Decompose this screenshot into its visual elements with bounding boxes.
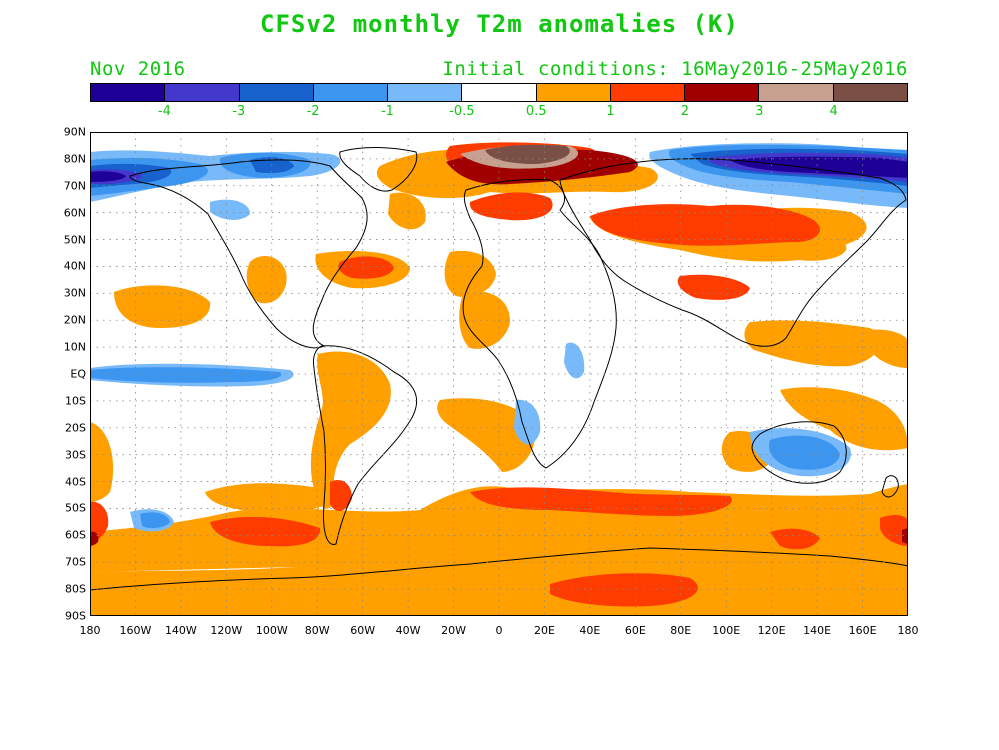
color-bar-label: 2 — [680, 104, 690, 119]
longitude-label: 140W — [164, 624, 197, 637]
color-bar — [90, 83, 908, 102]
longitude-label: 140E — [803, 624, 832, 637]
north-america-coastline — [129, 159, 368, 349]
map-frame — [90, 132, 908, 616]
longitude-label: 20E — [533, 624, 555, 637]
color-bar-label: -0.5 — [449, 104, 475, 119]
anomaly-shading — [90, 142, 908, 616]
initial-conditions: Initial conditions: 16May2016-25May2016 — [442, 58, 908, 80]
longitude-label: 20W — [441, 624, 466, 637]
new-zealand-coastline — [881, 475, 899, 498]
latitude-label: 50S — [65, 501, 86, 515]
longitude-label: 80W — [304, 624, 330, 637]
longitude-label: 40E — [579, 624, 601, 637]
color-bar-label: -1 — [380, 104, 394, 119]
map-title: CFSv2 monthly T2m anomalies (K) — [260, 10, 739, 38]
coastlines — [90, 147, 908, 591]
longitude-label: 180 — [79, 624, 101, 637]
color-bar-label: 0.5 — [525, 104, 547, 119]
latitude-label: 20N — [63, 313, 86, 327]
color-bar-cell — [91, 84, 166, 101]
latitude-label: 80S — [65, 582, 86, 596]
longitude-label: 60W — [350, 624, 376, 637]
color-bar-cell — [388, 84, 463, 101]
longitude-label: 40W — [395, 624, 421, 637]
color-bar-cell — [759, 84, 834, 101]
longitude-label: 80E — [670, 624, 692, 637]
latitude-label: 90N — [63, 125, 86, 139]
color-bar-cell — [165, 84, 240, 101]
longitude-label: 100W — [255, 624, 288, 637]
latitude-label: 20S — [65, 421, 86, 435]
longitude-label: 120W — [210, 624, 243, 637]
latitude-label: 40N — [63, 259, 86, 273]
latitude-label: 60N — [63, 206, 86, 220]
latitude-label: 40S — [65, 475, 86, 489]
south-america-coastline — [313, 345, 417, 545]
cold-lt4-areas — [90, 156, 908, 182]
latitude-label: 10N — [63, 340, 86, 354]
latitude-label: 30S — [65, 448, 86, 462]
australia-coastline — [751, 421, 847, 484]
color-bar-cell — [685, 84, 760, 101]
africa-europe-coastline — [462, 179, 617, 469]
asia-coastline — [559, 158, 907, 347]
greenland-coastline — [339, 147, 418, 192]
longitude-label: 60E — [624, 624, 646, 637]
antarctica-coastline — [90, 547, 908, 591]
longitude-label: 160E — [848, 624, 877, 637]
latitude-label: 30N — [63, 286, 86, 300]
color-bar-cell — [313, 84, 389, 101]
longitude-label: 120E — [757, 624, 786, 637]
longitude-label: 100E — [712, 624, 741, 637]
color-bar-cell — [462, 84, 537, 101]
latitude-label: 60S — [65, 528, 86, 542]
color-bar-label: -4 — [157, 104, 171, 119]
color-bar-label: -3 — [232, 104, 246, 119]
color-bar-label: 3 — [755, 104, 764, 119]
latitude-label: EQ — [70, 367, 86, 381]
anomaly-map — [90, 132, 908, 616]
latitude-label: 80N — [63, 152, 86, 166]
latitude-label: 90S — [65, 609, 86, 623]
longitude-label: 160W — [119, 624, 152, 637]
color-bar-label: 4 — [829, 104, 838, 119]
lat-lon-grid — [90, 132, 908, 616]
color-bar-label: 1 — [606, 104, 615, 119]
color-bar-cell — [610, 84, 686, 101]
latitude-label: 70N — [63, 179, 86, 193]
latitude-label: 70S — [65, 555, 86, 569]
latitude-label: 50N — [63, 233, 86, 247]
longitude-label: 0 — [495, 624, 503, 637]
color-bar-cell — [536, 84, 611, 101]
color-bar-cell — [833, 84, 907, 101]
latitude-label: 10S — [65, 394, 86, 408]
longitude-label: 180 — [897, 624, 919, 637]
forecast-month: Nov 2016 — [90, 58, 186, 80]
color-bar-label: -2 — [306, 104, 320, 119]
color-bar-cell — [239, 84, 314, 101]
